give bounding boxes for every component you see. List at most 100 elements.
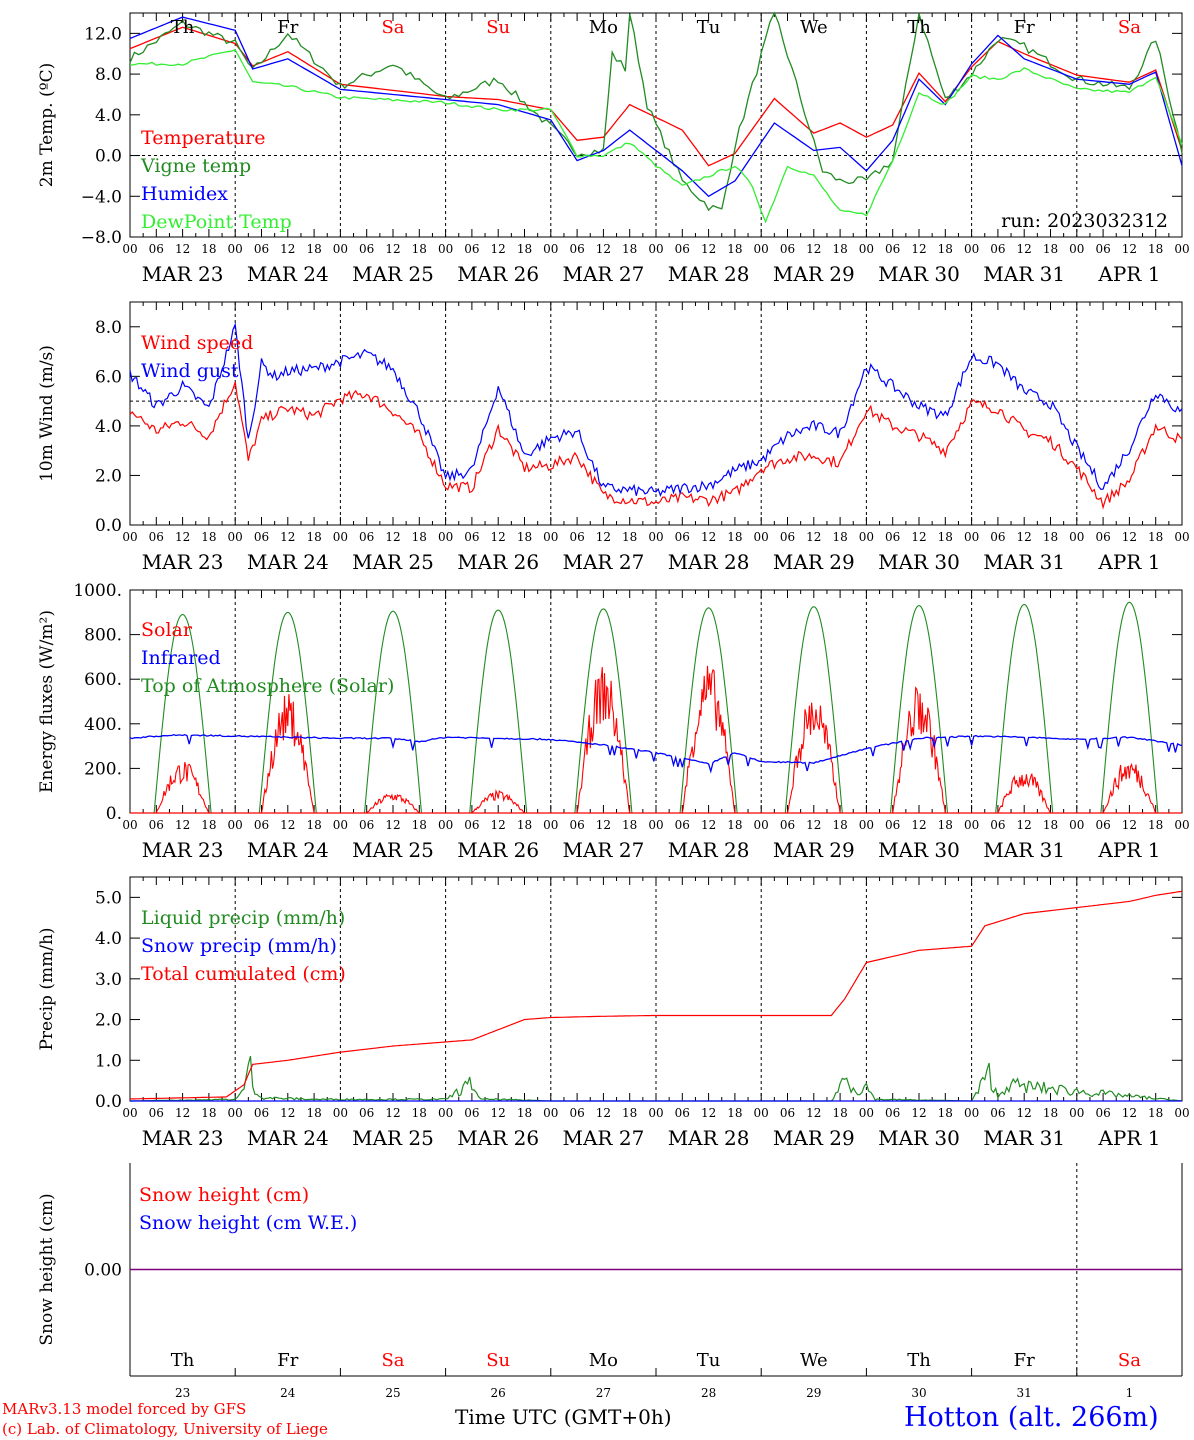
hour-label: 12 [280,242,295,256]
solar-curve [681,665,736,814]
hour-label: 00 [859,242,874,256]
hour-label: 18 [1148,1106,1163,1120]
hour-label: 00 [964,530,979,544]
hour-label: 00 [333,818,348,832]
hour-label: 12 [491,530,506,544]
solar-curve [997,773,1051,814]
solar-curve [576,667,631,814]
hour-label: 06 [254,242,269,256]
hour-label: 18 [1043,530,1058,544]
date-label: MAR 29 [773,262,855,286]
hour-label: 00 [228,530,243,544]
hour-label: 18 [412,1106,427,1120]
hour-label: 06 [990,1106,1005,1120]
toa-arch [467,609,529,814]
y-tick-label: 2.0 [95,1011,122,1031]
toa-arch [888,605,950,814]
hour-label: 06 [464,1106,479,1120]
hour-label: 18 [1043,818,1058,832]
hour-label: 18 [306,530,321,544]
hour-label: 00 [122,242,137,256]
y-tick-label: 1.0 [95,1051,122,1071]
hour-label: 06 [675,818,690,832]
solar-curve [260,694,315,814]
hour-label: 06 [464,530,479,544]
date-label: APR 1 [1097,1126,1160,1150]
y-tick-label: 0. [106,804,122,824]
date-label: MAR 29 [773,550,855,574]
hour-label: 00 [228,242,243,256]
legend-entry: Liquid precip (mm/h) [141,907,345,929]
date-label: MAR 30 [878,262,960,286]
hour-label: 00 [1174,1106,1189,1120]
date-label: MAR 29 [773,1126,855,1150]
hour-label: 00 [543,1106,558,1120]
hour-label: 18 [727,530,742,544]
day-name-bottom: Sa [1118,1350,1141,1371]
hour-label: 18 [727,1106,742,1120]
date-label: MAR 26 [457,550,539,574]
hour-label: 18 [412,242,427,256]
hour-label: 12 [701,242,716,256]
day-number: 30 [911,1386,926,1400]
hour-label: 06 [359,818,374,832]
day-name-top: Fr [1014,17,1035,38]
day-name-top: Th [907,17,931,38]
hour-label: 18 [622,242,637,256]
y-tick-label: 4.0 [95,106,122,126]
day-name-bottom: Su [486,1350,510,1371]
date-label: MAR 25 [352,1126,434,1150]
toa-arch [1098,601,1161,814]
hour-label: 18 [938,1106,953,1120]
toa-arch [783,606,845,814]
hour-label: 06 [1095,242,1110,256]
y-axis-title: 2m Temp. (ºC) [37,63,57,188]
y-tick-label: 4.0 [95,417,122,437]
hour-label: 00 [859,1106,874,1120]
hour-label: 12 [911,1106,926,1120]
series-line-1 [129,11,1183,212]
date-label: APR 1 [1097,838,1160,862]
date-label: MAR 26 [457,1126,539,1150]
date-label: MAR 30 [878,838,960,862]
series-line-0 [129,381,1183,510]
day-number: 1 [1126,1386,1134,1400]
toa-arch [677,607,740,814]
day-name-top: Th [171,17,195,38]
legend-entry: Snow height (cm) [139,1184,309,1206]
hour-label: 06 [359,242,374,256]
hour-label: 06 [885,530,900,544]
solar-curve [1102,762,1157,814]
hour-label: 00 [648,242,663,256]
hour-label: 06 [569,530,584,544]
series-line-2 [129,890,1183,1100]
day-name-top: Sa [1118,17,1141,38]
legend-entry: Snow height (cm W.E.) [139,1212,357,1234]
hour-label: 00 [648,818,663,832]
hour-label: 12 [280,1106,295,1120]
date-label: MAR 23 [142,838,224,862]
day-name-bottom: Th [907,1350,931,1371]
hour-label: 00 [1069,242,1084,256]
y-tick-label: 200. [84,759,122,779]
hour-label: 06 [464,242,479,256]
hour-label: 18 [622,818,637,832]
date-label: MAR 30 [878,550,960,574]
solar-curve [366,793,420,814]
hour-label: 06 [254,818,269,832]
y-tick-label: 600. [84,670,122,690]
solar-curve [786,702,841,814]
hour-label: 00 [543,242,558,256]
y-tick-label: 0.00 [84,1261,122,1281]
hour-label: 06 [675,242,690,256]
date-label: MAR 24 [247,550,329,574]
day-name-top: Su [486,17,510,38]
day-name-bottom: Th [171,1350,195,1371]
date-label: MAR 23 [142,262,224,286]
hour-label: 06 [885,242,900,256]
hour-label: 18 [201,1106,216,1120]
y-tick-label: 400. [84,715,122,735]
hour-label: 18 [1148,530,1163,544]
legend-entry: Wind gust [141,360,239,382]
footer-credit: (c) Lab. of Climatology, University of L… [2,1420,328,1438]
